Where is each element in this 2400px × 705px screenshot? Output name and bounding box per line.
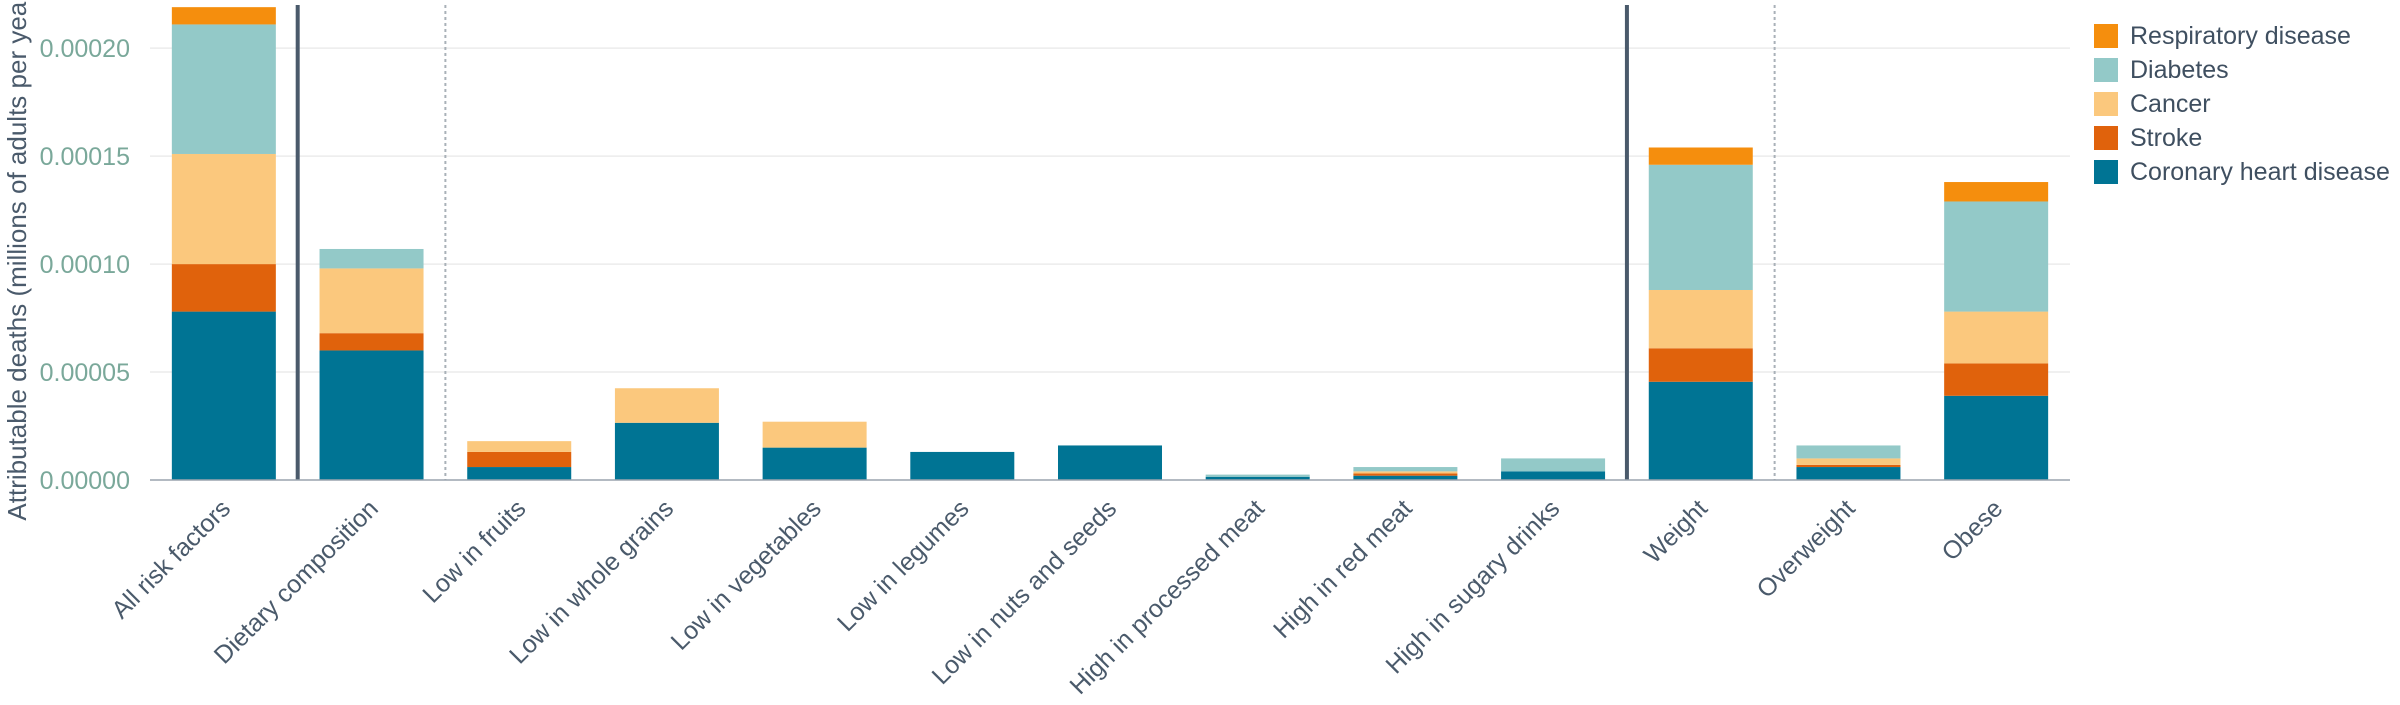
x-tick-label: Low in legumes (832, 494, 975, 637)
y-tick-label: 0.00015 (40, 143, 130, 171)
axes: 0.00000 0.00005 0.00010 0.00015 0.00020 Attri… (2, 0, 2070, 700)
bar-segment-coronary-heart-disease[interactable] (762, 447, 867, 480)
y-tick-label: 0.00010 (40, 251, 130, 279)
bar-segment-respiratory-disease[interactable] (1648, 147, 1753, 165)
bar-segment-cancer[interactable] (614, 388, 719, 423)
bar-segment-stroke[interactable] (319, 333, 424, 351)
bar-segment-coronary-heart-disease[interactable] (1205, 476, 1310, 480)
bar-segment-cancer[interactable] (1796, 458, 1901, 465)
bar-segment-diabetes[interactable] (1501, 458, 1606, 472)
bar-segment-coronary-heart-disease[interactable] (1796, 467, 1901, 480)
bar-segment-diabetes[interactable] (1353, 467, 1458, 472)
y-tick-label: 0.00000 (40, 467, 130, 495)
bar-segment-coronary-heart-disease[interactable] (614, 422, 719, 480)
group-separators (295, 5, 1776, 480)
bar-segment-diabetes[interactable] (1796, 445, 1901, 459)
bar-segment-diabetes[interactable] (319, 248, 424, 269)
gridlines (150, 47, 2070, 373)
bar-segment-coronary-heart-disease[interactable] (1648, 381, 1753, 480)
legend[interactable]: Respiratory disease Diabetes Cancer Stroke C… (2094, 22, 2390, 186)
legend-label[interactable]: Stroke (2130, 124, 2202, 152)
y-axis-label: Attributable deaths (millions of adults … (2, 0, 32, 521)
legend-swatch[interactable] (2094, 92, 2118, 116)
bar-segment-stroke[interactable] (171, 264, 276, 312)
bar-segment-diabetes[interactable] (1944, 201, 2049, 312)
bars (171, 7, 2049, 480)
bar-segment-coronary-heart-disease[interactable] (1353, 475, 1458, 480)
bar-segment-diabetes[interactable] (171, 24, 276, 154)
bar-segment-stroke[interactable] (1648, 348, 1753, 382)
bar-segment-coronary-heart-disease[interactable] (1944, 395, 2049, 480)
y-tick-label: 0.00005 (40, 359, 130, 387)
legend-label[interactable]: Respiratory disease (2130, 22, 2351, 50)
bar-segment-cancer[interactable] (467, 441, 572, 452)
legend-label[interactable]: Cancer (2130, 90, 2211, 118)
bar-segment-coronary-heart-disease[interactable] (910, 451, 1015, 480)
legend-swatch[interactable] (2094, 126, 2118, 150)
x-tick-label: Obese (1937, 494, 2009, 566)
x-tick-label: Low in whole grains (504, 494, 679, 669)
x-tick-label: All risk factors (106, 494, 236, 624)
bar-segment-diabetes[interactable] (1648, 164, 1753, 290)
bar-segment-diabetes[interactable] (1205, 474, 1310, 477)
x-tick-label: Dietary composition (209, 494, 384, 669)
bar-segment-cancer[interactable] (762, 421, 867, 448)
bar-segment-coronary-heart-disease[interactable] (1058, 445, 1162, 480)
bar-segment-cancer[interactable] (171, 153, 276, 265)
bar-segment-cancer[interactable] (1944, 311, 2049, 364)
bar-segment-respiratory-disease[interactable] (171, 7, 276, 25)
bar-segment-cancer[interactable] (1648, 290, 1753, 349)
bar-segment-stroke[interactable] (1796, 464, 1901, 468)
y-tick-label: 0.00020 (40, 35, 130, 63)
bar-segment-coronary-heart-disease[interactable] (1501, 471, 1606, 480)
x-tick-label: Weight (1639, 494, 1714, 569)
bar-segment-stroke[interactable] (1944, 363, 2049, 396)
bar-segment-coronary-heart-disease[interactable] (467, 467, 572, 480)
x-tick-label: Low in vegetables (666, 494, 827, 655)
bar-segment-cancer[interactable] (1353, 471, 1458, 474)
legend-label[interactable]: Coronary heart disease (2130, 158, 2390, 186)
bar-segment-respiratory-disease[interactable] (1944, 182, 2049, 202)
x-tick-label: Low in fruits (417, 494, 531, 608)
legend-swatch[interactable] (2094, 58, 2118, 82)
x-tick-label: High in red meat (1268, 494, 1418, 644)
bar-segment-cancer[interactable] (319, 268, 424, 334)
bar-segment-stroke[interactable] (1353, 473, 1458, 476)
bar-segment-coronary-heart-disease[interactable] (171, 311, 276, 480)
legend-swatch[interactable] (2094, 24, 2118, 48)
legend-label[interactable]: Diabetes (2130, 56, 2229, 84)
x-tick-label: Overweight (1751, 494, 1860, 603)
legend-swatch[interactable] (2094, 160, 2118, 184)
bar-segment-stroke[interactable] (467, 451, 572, 468)
bar-segment-coronary-heart-disease[interactable] (319, 350, 424, 480)
